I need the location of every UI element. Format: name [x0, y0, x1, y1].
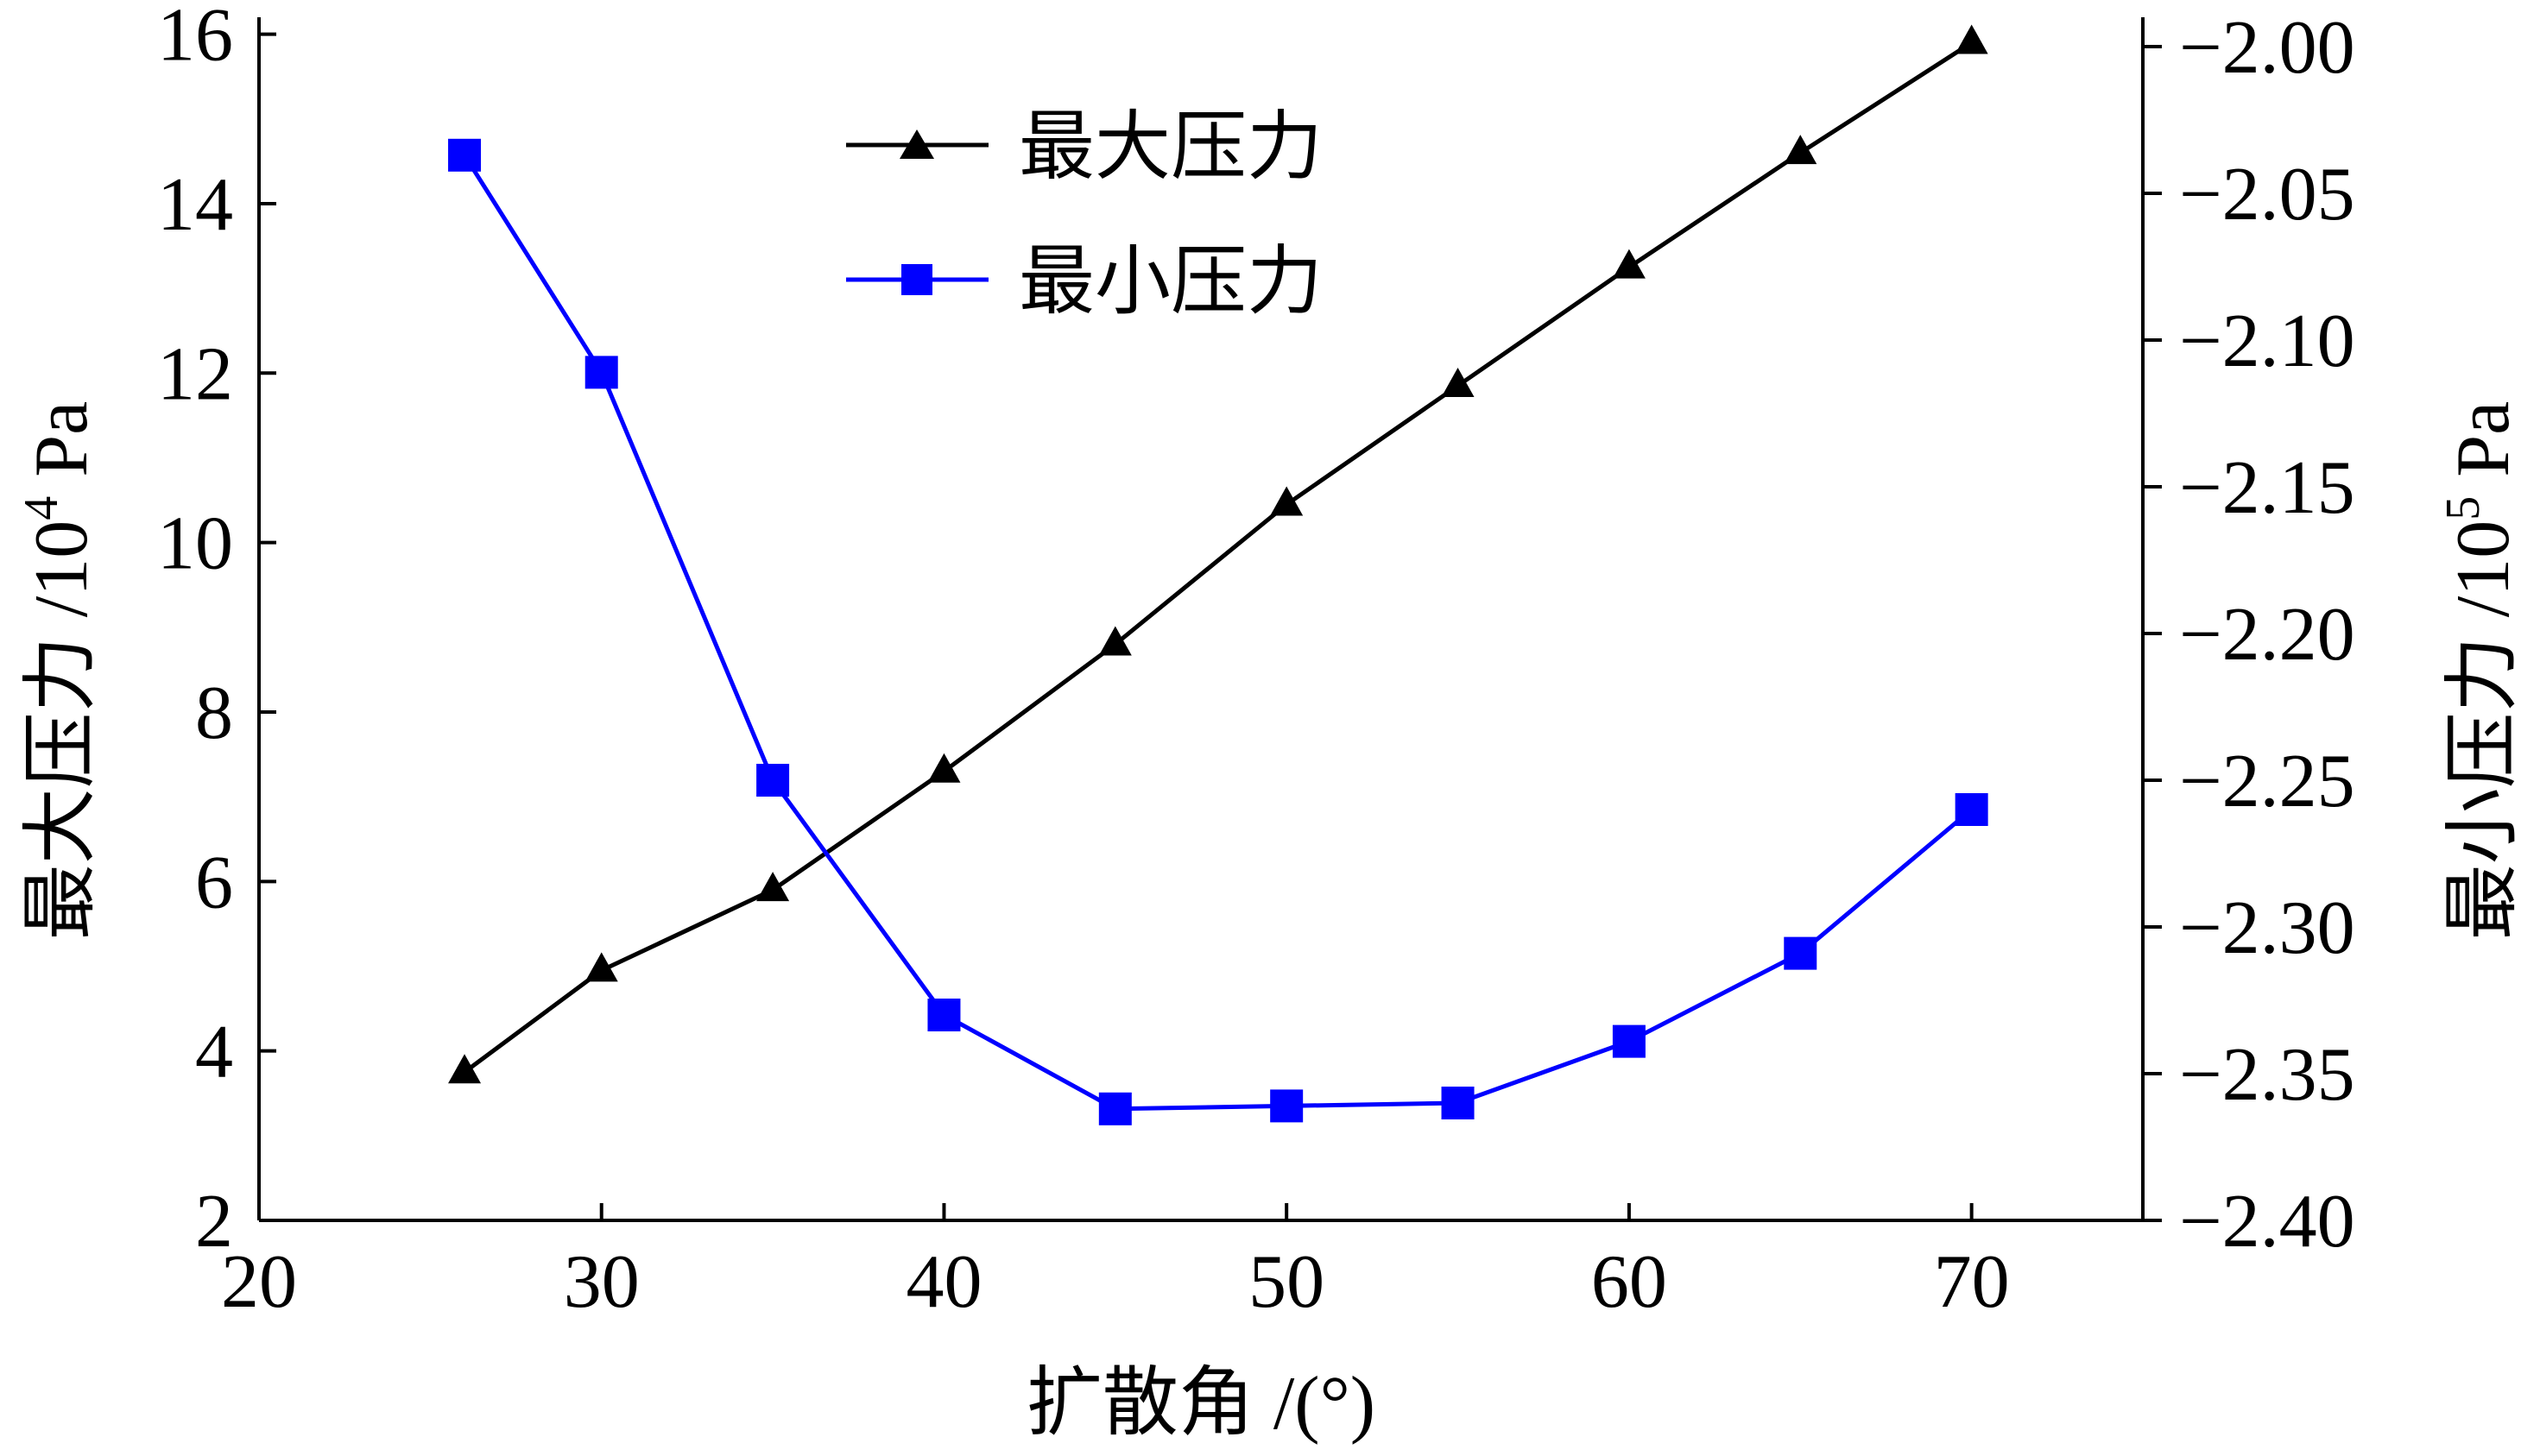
right-y-tick-label: −2.05	[2179, 153, 2355, 236]
x-tick-label: 70	[1934, 1240, 2010, 1324]
x-tick-label: 50	[1248, 1240, 1324, 1324]
right-y-tick-label: −2.20	[2179, 593, 2355, 677]
left-y-ticks: 2 4 6 8 10 12 14 16	[157, 0, 276, 1264]
data-point-min	[1955, 793, 1988, 826]
right-y-axis-title-unit: Pa	[2442, 401, 2525, 496]
legend-label-max: 最大压力	[1019, 106, 1323, 190]
data-point-max	[756, 872, 790, 902]
x-ticks: 20 30 40 50 60 70	[221, 1203, 2010, 1324]
right-y-tick-label: −2.25	[2179, 740, 2355, 823]
right-y-tick-label: −2.00	[2179, 6, 2355, 90]
right-y-tick-label: −2.35	[2179, 1033, 2355, 1117]
data-point-min	[448, 138, 482, 172]
right-y-tick-label: −2.10	[2179, 299, 2355, 383]
data-point-min	[584, 356, 618, 389]
right-y-ticks: −2.40 −2.35 −2.30 −2.25 −2.20 −2.15 −2.10 −2.05…	[2143, 6, 2355, 1264]
data-point-min	[927, 999, 961, 1031]
data-point-max	[1612, 249, 1646, 279]
x-tick-label: 60	[1591, 1240, 1667, 1324]
right-y-tick-label: −2.30	[2179, 886, 2355, 970]
x-axis-title: 扩散角 /(°)	[1027, 1362, 1375, 1446]
data-point-max	[1098, 626, 1132, 656]
left-y-tick-label: 6	[195, 841, 233, 924]
series-line-max	[463, 41, 1973, 1075]
data-point-max	[448, 1054, 482, 1084]
data-point-max	[1441, 368, 1475, 398]
data-point-max	[1270, 486, 1304, 516]
left-y-tick-label: 14	[157, 163, 233, 247]
legend-label-min: 最小压力	[1019, 241, 1323, 325]
left-y-tick-label: 16	[157, 0, 233, 78]
legend-triangle-marker	[900, 129, 934, 159]
x-tick-label: 40	[906, 1240, 982, 1324]
left-y-tick-label: 10	[157, 502, 233, 586]
left-y-tick-label: 8	[195, 671, 233, 755]
left-y-tick-label: 4	[195, 1011, 233, 1094]
data-point-min	[756, 764, 790, 797]
legend-item-max: 最大压力	[846, 106, 1323, 190]
series-layer	[448, 24, 1988, 1125]
data-point-max	[1784, 135, 1817, 165]
left-y-axis-title-unit: Pa	[20, 401, 104, 496]
legend: 最大压力 最小压力	[846, 106, 1323, 325]
plot-frame	[257, 17, 2145, 1222]
data-point-max	[927, 753, 961, 783]
data-point-min	[1098, 1092, 1132, 1125]
legend-item-min: 最小压力	[846, 241, 1323, 325]
left-y-axis-title-main: 最大压力 /10	[20, 520, 104, 940]
left-y-axis-title: 最大压力 /104 Pa	[15, 401, 104, 940]
right-y-axis-title-main: 最小压力 /10	[2442, 520, 2525, 940]
x-tick-label: 30	[564, 1240, 640, 1324]
data-point-min	[1270, 1089, 1304, 1123]
data-point-min	[1441, 1087, 1475, 1119]
legend-square-marker	[901, 264, 932, 295]
data-point-max	[1955, 24, 1988, 54]
series-line-min	[462, 154, 1974, 1112]
right-y-axis-title-exponent: 5	[2436, 496, 2490, 520]
left-y-tick-label: 12	[157, 332, 233, 416]
right-y-tick-label: −2.15	[2179, 446, 2355, 530]
left-y-tick-label: 2	[195, 1180, 233, 1264]
x-tick-label: 20	[221, 1240, 297, 1324]
data-point-min	[1612, 1024, 1646, 1058]
left-y-axis-title-exponent: 4	[15, 496, 68, 520]
right-y-axis-title: 最小压力 /105 Pa	[2436, 401, 2525, 940]
right-y-tick-label: −2.40	[2179, 1180, 2355, 1264]
data-point-max	[584, 952, 618, 982]
data-point-min	[1784, 936, 1817, 970]
